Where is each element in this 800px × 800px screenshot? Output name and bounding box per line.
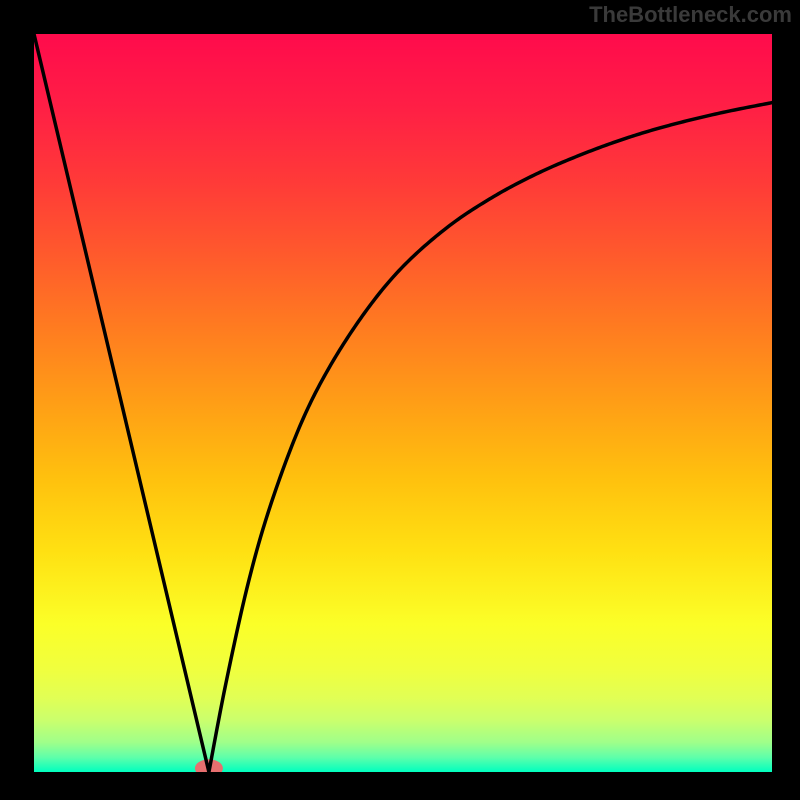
bottleneck-curve [34, 34, 772, 772]
curve-layer [34, 34, 772, 772]
plot-area [34, 34, 772, 772]
watermark-text: TheBottleneck.com [589, 2, 792, 28]
chart-container: TheBottleneck.com [0, 0, 800, 800]
